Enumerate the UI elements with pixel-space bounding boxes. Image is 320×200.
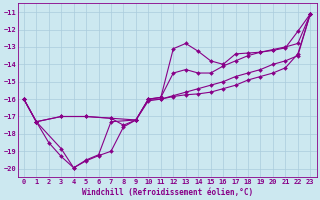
X-axis label: Windchill (Refroidissement éolien,°C): Windchill (Refroidissement éolien,°C) [82,188,252,197]
